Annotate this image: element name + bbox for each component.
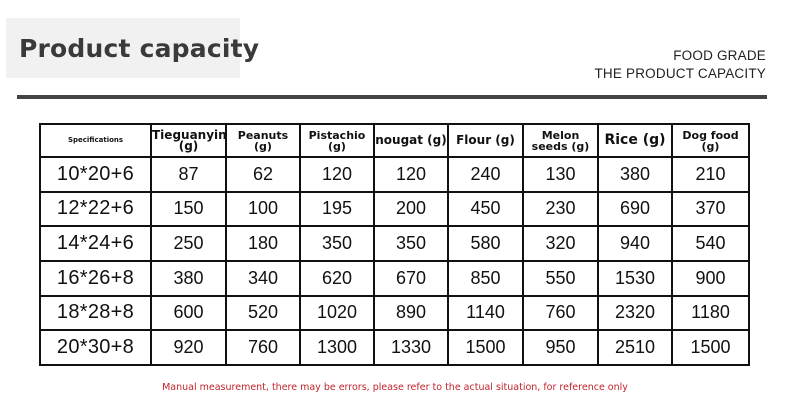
capacity-cell: 230: [522, 190, 599, 228]
header-divider: [17, 95, 767, 99]
capacity-cell: 250: [150, 225, 227, 262]
capacity-table: Specifications Tieguanyin (g) Peanuts (g…: [39, 123, 750, 366]
column-header-flour: Flour (g): [447, 123, 524, 158]
capacity-cell: 520: [225, 294, 301, 332]
capacity-cell: 380: [597, 156, 673, 193]
capacity-cell: 1500: [447, 329, 524, 366]
table-row: 14*24+6 250 180 350 350 580 320 940 540: [39, 225, 750, 262]
capacity-cell: 900: [671, 259, 750, 297]
table-row: 20*30+8 920 760 1300 1330 1500 950 2510 1500: [39, 329, 750, 366]
subtitle: FOOD GRADE THE PRODUCT CAPACITY: [594, 47, 766, 83]
capacity-cell: 1180: [671, 294, 750, 332]
capacity-cell: 380: [150, 259, 227, 297]
capacity-cell: 1020: [299, 294, 375, 332]
capacity-cell: 1300: [299, 329, 375, 366]
capacity-cell: 1500: [671, 329, 750, 366]
capacity-cell: 850: [447, 259, 524, 297]
spec-cell: 20*30+8: [39, 329, 152, 366]
capacity-cell: 195: [299, 190, 375, 228]
capacity-cell: 150: [150, 190, 227, 228]
capacity-cell: 87: [150, 156, 227, 193]
capacity-cell: 130: [522, 156, 599, 193]
column-header-peanuts: Peanuts (g): [225, 123, 301, 158]
spec-cell: 18*28+8: [39, 294, 152, 332]
spec-cell: 12*22+6: [39, 190, 152, 228]
column-header-tieguanyin: Tieguanyin (g): [150, 123, 227, 158]
column-header-dog-food: Dog food (g): [671, 123, 750, 158]
capacity-cell: 320: [522, 225, 599, 262]
capacity-cell: 2510: [597, 329, 673, 366]
capacity-cell: 210: [671, 156, 750, 193]
subtitle-line-2: THE PRODUCT CAPACITY: [594, 66, 766, 81]
capacity-cell: 920: [150, 329, 227, 366]
capacity-cell: 370: [671, 190, 750, 228]
capacity-cell: 180: [225, 225, 301, 262]
capacity-cell: 760: [522, 294, 599, 332]
capacity-cell: 620: [299, 259, 375, 297]
column-header-nougat: nougat (g): [373, 123, 449, 158]
table-row: 10*20+6 87 62 120 120 240 130 380 210: [39, 156, 750, 193]
capacity-cell: 450: [447, 190, 524, 228]
capacity-cell: 120: [299, 156, 375, 193]
table-body: 10*20+6 87 62 120 120 240 130 380 210 12*22+6 150 1…: [39, 156, 750, 366]
capacity-cell: 350: [373, 225, 449, 262]
capacity-cell: 62: [225, 156, 301, 193]
table-row: 12*22+6 150 100 195 200 450 230 690 370: [39, 190, 750, 228]
column-header-rice: Rice (g): [597, 123, 673, 158]
capacity-cell: 120: [373, 156, 449, 193]
capacity-cell: 760: [225, 329, 301, 366]
capacity-cell: 540: [671, 225, 750, 262]
capacity-cell: 1530: [597, 259, 673, 297]
capacity-cell: 890: [373, 294, 449, 332]
subtitle-line-1: FOOD GRADE: [673, 48, 766, 63]
disclaimer-note: Manual measurement, there may be errors,…: [162, 382, 628, 393]
capacity-cell: 200: [373, 190, 449, 228]
capacity-cell: 550: [522, 259, 599, 297]
capacity-cell: 940: [597, 225, 673, 262]
page-title: Product capacity: [19, 34, 260, 63]
capacity-cell: 1140: [447, 294, 524, 332]
spec-cell: 10*20+6: [39, 156, 152, 193]
capacity-cell: 340: [225, 259, 301, 297]
capacity-cell: 580: [447, 225, 524, 262]
table-row: 16*26+8 380 340 620 670 850 550 1530 900: [39, 259, 750, 297]
spec-cell: 14*24+6: [39, 225, 152, 262]
capacity-cell: 600: [150, 294, 227, 332]
capacity-cell: 240: [447, 156, 524, 193]
capacity-cell: 690: [597, 190, 673, 228]
capacity-cell: 100: [225, 190, 301, 228]
capacity-cell: 1330: [373, 329, 449, 366]
capacity-cell: 950: [522, 329, 599, 366]
spec-cell: 16*26+8: [39, 259, 152, 297]
capacity-cell: 670: [373, 259, 449, 297]
column-header-specifications: Specifications: [39, 123, 152, 158]
column-header-melon-seeds: Melon seeds (g): [522, 123, 599, 158]
column-header-pistachio: Pistachio (g): [299, 123, 375, 158]
table-header-row: Specifications Tieguanyin (g) Peanuts (g…: [39, 123, 750, 158]
capacity-cell: 2320: [597, 294, 673, 332]
title-background: [6, 18, 240, 78]
capacity-cell: 350: [299, 225, 375, 262]
table-row: 18*28+8 600 520 1020 890 1140 760 2320 1180: [39, 294, 750, 332]
